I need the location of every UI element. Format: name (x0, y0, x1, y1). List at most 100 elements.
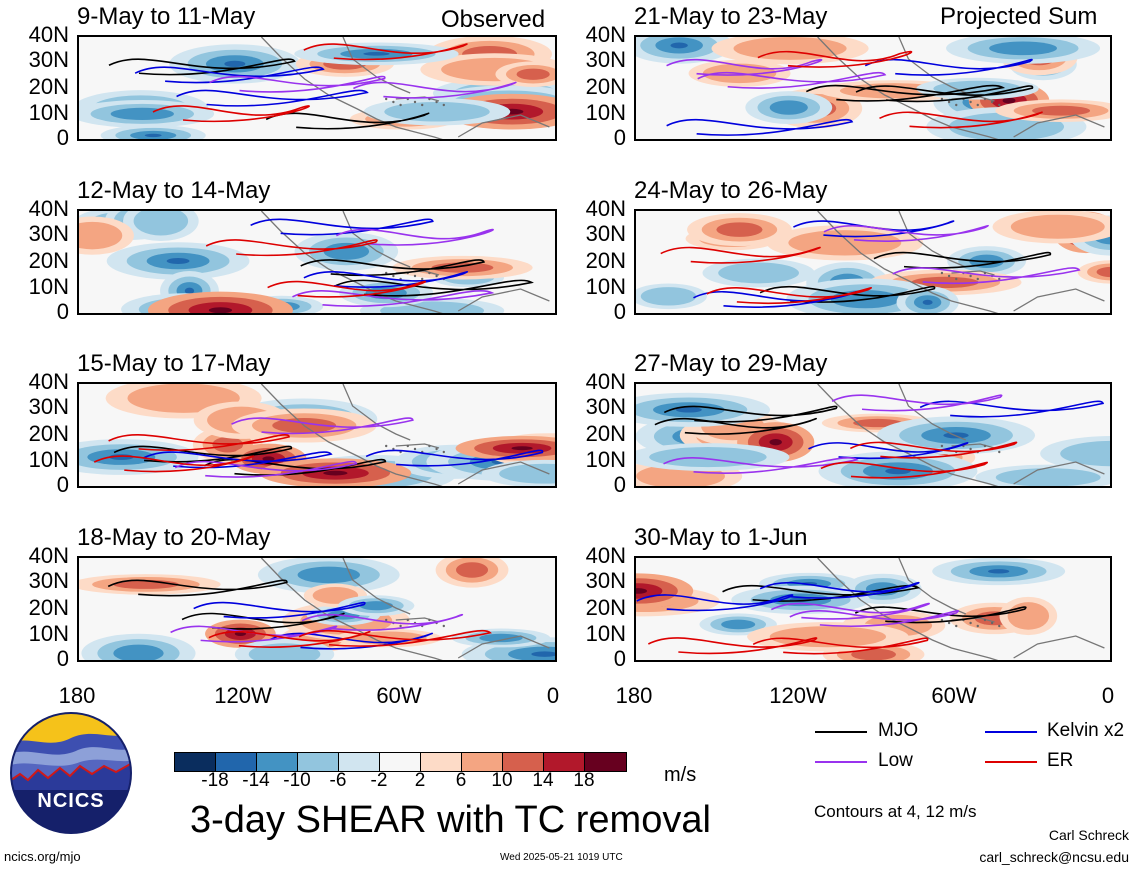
colorbar (174, 752, 627, 772)
author: Carl Schreck (1048, 827, 1129, 843)
island (413, 274, 417, 278)
timestamp: Wed 2025-05-21 1019 UTC (500, 852, 623, 863)
contour-line (660, 246, 821, 264)
colorbar-swatch (503, 753, 544, 771)
colorbar-swatch (339, 753, 380, 771)
colorbar-label: -14 (242, 770, 270, 791)
site-url[interactable]: ncics.org/mjo (4, 849, 81, 864)
contour-line (789, 610, 959, 628)
island (406, 618, 409, 622)
contour-line (267, 280, 426, 298)
contour-line (654, 417, 817, 435)
y-tick: 10N (28, 621, 69, 646)
colorbar-label: -2 (370, 770, 388, 791)
contour-line (300, 259, 486, 277)
y-tick: 40N (585, 369, 626, 394)
contour-line (752, 637, 929, 655)
contour-line (759, 285, 936, 303)
shear-field (511, 446, 533, 451)
y-tick: 20N (585, 595, 626, 620)
island (969, 100, 972, 104)
shear-field (640, 287, 697, 306)
y-tick: 0 (56, 472, 69, 497)
y-tick: 20N (585, 421, 626, 446)
colorbar-label: 14 (532, 770, 554, 791)
shear-field (516, 68, 550, 80)
island (955, 277, 958, 281)
shear-field (922, 299, 933, 305)
island (442, 624, 445, 628)
contour-line (759, 581, 920, 599)
y-tick: 0 (613, 299, 626, 324)
colorbar-swatch (175, 753, 216, 771)
shear-field (670, 42, 688, 49)
y-tick: 40N (585, 22, 626, 47)
contour-line (336, 228, 494, 246)
contour-note: Contours at 4, 12 m/s (814, 802, 977, 821)
shear-map (77, 35, 557, 141)
ncics-logo: NCICS (8, 710, 134, 836)
y-tick: 20N (28, 595, 69, 620)
shear-field (989, 41, 1057, 56)
logo-text: NCICS (37, 790, 105, 812)
shear-field (769, 438, 782, 446)
shear-map (77, 382, 557, 488)
legend-label: MJO (878, 720, 919, 741)
contour-line (892, 267, 1081, 285)
y-tick: 0 (56, 125, 69, 150)
colorbar-label: 18 (573, 770, 595, 791)
contour-line (820, 461, 988, 479)
island (399, 103, 402, 107)
island (385, 271, 388, 275)
island (998, 103, 1001, 107)
y-tick: 10N (28, 447, 69, 472)
contour-line (303, 43, 468, 61)
contour-line (152, 105, 310, 123)
shear-field (531, 651, 555, 657)
y-tick: 40N (585, 543, 626, 568)
colorbar-label: 2 (414, 770, 426, 791)
colorbar-label: -18 (201, 770, 229, 791)
shear-field (769, 100, 808, 115)
y-tick: 0 (56, 646, 69, 671)
island (983, 618, 987, 622)
island (385, 444, 388, 448)
island (442, 103, 445, 107)
colorbar-swatch (462, 753, 503, 771)
island (998, 450, 1001, 454)
contour-line (663, 456, 859, 474)
contour-line (706, 286, 872, 304)
y-tick: 0 (56, 299, 69, 324)
contour-line (793, 220, 955, 238)
shear-field (113, 644, 164, 660)
legend-label: Kelvin x2 (1047, 720, 1125, 741)
island (940, 97, 944, 101)
projected-label: Projected Sum (940, 3, 1098, 30)
panel-title: 15-May to 17-May (77, 350, 271, 377)
y-tick: 30N (585, 221, 626, 246)
panel-title: 30-May to 1-Jun (634, 524, 808, 551)
island (413, 100, 417, 104)
shear-field (1060, 440, 1110, 467)
contour-line (108, 58, 296, 76)
shear-field (1032, 105, 1091, 116)
shear-map (77, 556, 557, 662)
contour-line (663, 405, 838, 423)
island (976, 624, 979, 628)
y-tick: 0 (613, 125, 626, 150)
shear-field (1010, 214, 1105, 239)
contour-line (365, 449, 544, 467)
contour-line (209, 75, 386, 93)
shear-field (499, 463, 555, 484)
y-tick: 40N (28, 196, 69, 221)
contour-line (757, 50, 913, 68)
island (976, 277, 979, 281)
y-tick: 30N (585, 394, 626, 419)
colorbar-swatch (585, 753, 626, 771)
contour-line (823, 224, 989, 242)
shear-field (479, 633, 523, 643)
shear-field (718, 262, 799, 284)
contour-line (205, 239, 378, 257)
y-tick: 20N (28, 248, 69, 273)
author-email[interactable]: carl_schreck@ncsu.edu (979, 849, 1129, 865)
